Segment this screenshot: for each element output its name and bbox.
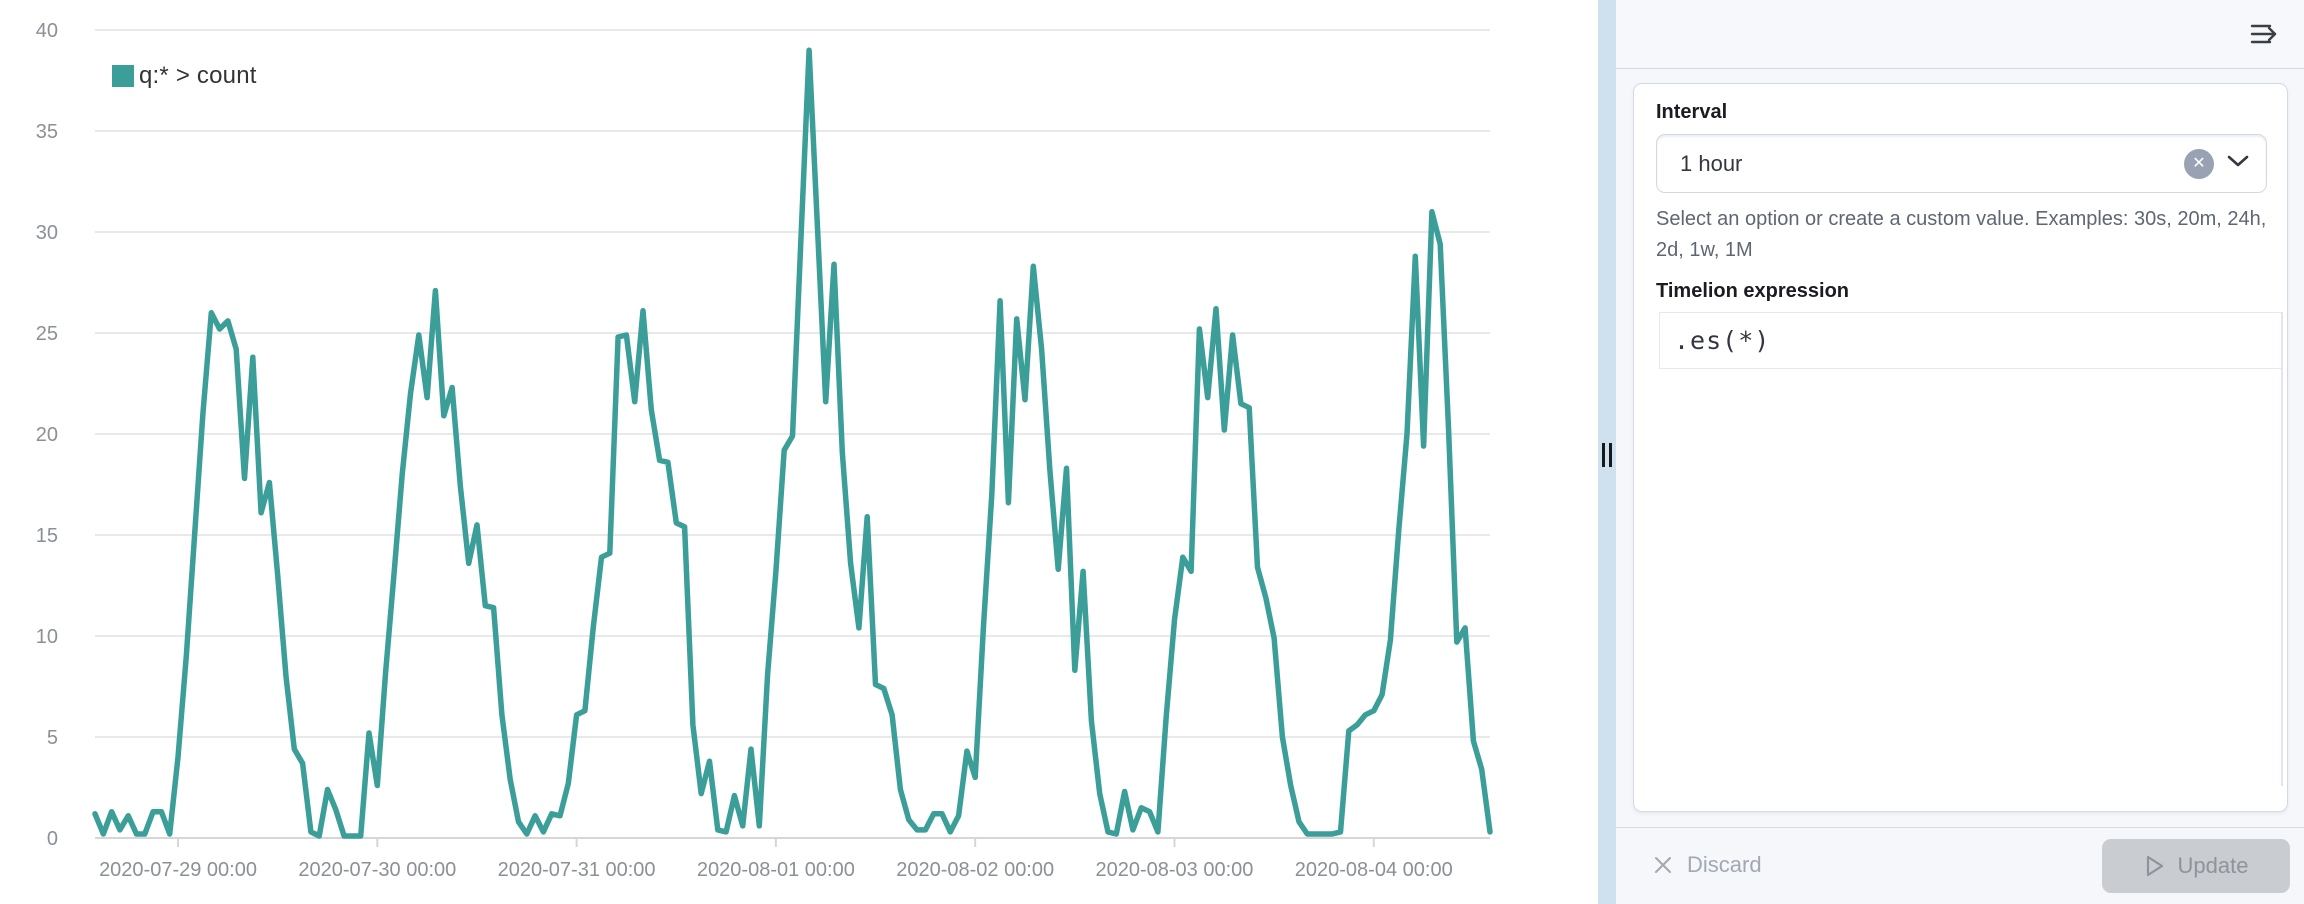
editor-active-line[interactable]: .es(*): [1659, 312, 2283, 369]
y-axis-label: 0: [47, 828, 58, 850]
legend-swatch: [112, 65, 134, 87]
close-icon: [1655, 857, 1671, 873]
timelion-expression-editor[interactable]: .es(*): [1656, 312, 2287, 790]
chevron-down-icon[interactable]: [2226, 154, 2250, 173]
resizer-grab-icon[interactable]: [1602, 443, 1612, 467]
y-axis-label: 10: [36, 626, 58, 648]
y-axis-label: 5: [47, 727, 58, 749]
y-axis-label: 25: [36, 323, 58, 345]
y-axis-label: 20: [36, 424, 58, 446]
panel-footer: Discard Update: [1616, 827, 2304, 904]
interval-label: Interval: [1656, 101, 1728, 123]
clear-interval-icon[interactable]: ✕: [2184, 148, 2214, 179]
discard-button[interactable]: Discard: [1652, 852, 1762, 878]
chart-legend: q:* > count: [112, 62, 257, 90]
panel-resizer[interactable]: [1598, 0, 1616, 904]
y-axis-label: 30: [36, 222, 58, 244]
editor-scrollbar[interactable]: [2281, 312, 2283, 786]
interval-combobox[interactable]: 1 hour ✕: [1656, 134, 2267, 193]
timelion-editor-panel: Interval 1 hour ✕ Select an option or cr…: [1616, 0, 2304, 904]
editor-card: Interval 1 hour ✕ Select an option or cr…: [1633, 83, 2288, 812]
y-axis-label: 40: [36, 20, 58, 42]
interval-help-text: Select an option or create a custom valu…: [1656, 208, 2267, 261]
x-axis-label: 2020-08-03 00:00: [1096, 859, 1254, 881]
y-axis-label: 35: [36, 121, 58, 143]
menu-right-icon: [2250, 24, 2277, 44]
timelion-chart[interactable]: 0 5 10 15 20 25 30 35 40 2020-07-29 00:00 2020-07-…: [0, 0, 1598, 904]
interval-value[interactable]: 1 hour: [1680, 150, 1743, 176]
update-label: Update: [2177, 853, 2249, 878]
discard-label: Discard: [1687, 852, 1762, 877]
update-button[interactable]: Update: [2102, 839, 2290, 893]
x-axis-label: 2020-08-01 00:00: [697, 859, 855, 881]
collapse-panel-button[interactable]: [2246, 16, 2282, 52]
x-axis-label: 2020-08-04 00:00: [1295, 859, 1453, 881]
x-axis-label: 2020-07-30 00:00: [298, 859, 456, 881]
x-axis-label: 2020-07-29 00:00: [99, 859, 257, 881]
series-line[interactable]: [92, 47, 1493, 839]
play-icon: [2146, 855, 2163, 877]
panel-topbar: [1616, 0, 2304, 69]
x-axis-label: 2020-08-02 00:00: [896, 859, 1054, 881]
timelion-chart-pane: 0 5 10 15 20 25 30 35 40 2020-07-29 00:00 2020-07-…: [0, 0, 1598, 904]
timelion-expression-label: Timelion expression: [1656, 280, 1850, 302]
legend-label: q:* > count: [139, 62, 257, 89]
expression-code[interactable]: .es(*): [1674, 326, 1771, 355]
y-axis-label: 15: [36, 525, 58, 547]
x-axis-label: 2020-07-31 00:00: [498, 859, 656, 881]
